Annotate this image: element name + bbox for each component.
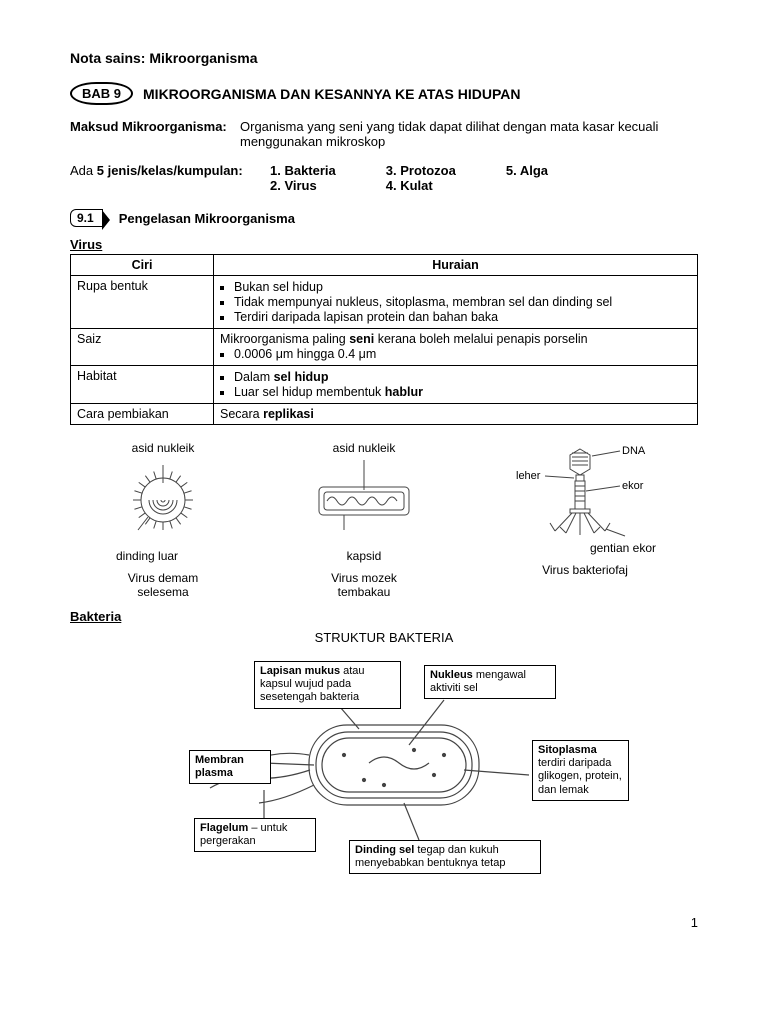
chapter-badge: BAB 9 (70, 82, 133, 105)
diagram-label: asid nukleik (108, 441, 218, 455)
diagram-caption: Virus bakteriofaj (510, 563, 660, 577)
diagram-label: gentian ekor (510, 541, 656, 555)
types-bold: 5 jenis/kelas/kumpulan: (97, 163, 243, 178)
definition-text: Organisma yang seni yang tidak dapat dil… (240, 119, 698, 149)
type-4: 4. Kulat (386, 178, 456, 193)
diagram-label: dinding luar (116, 549, 218, 563)
label-leher: leher (516, 470, 541, 482)
table-row: Habitat Dalam sel hidup Luar sel hidup m… (71, 366, 698, 404)
list-item: Luar sel hidup membentuk hablur (234, 385, 691, 399)
cell-ciri: Saiz (71, 329, 214, 366)
virus-bakteriofaj-icon: DNA leher ekor (510, 441, 660, 551)
diagram-virus-mozek: asid nukleik kapsid Virus mozek tembakau (294, 441, 434, 599)
label-nukleus: Nukleus mengawal aktiviti sel (424, 665, 556, 699)
page-number: 1 (70, 915, 698, 930)
diagram-label: asid nukleik (294, 441, 434, 455)
label-ekor: ekor (622, 480, 644, 492)
label-flagelum: Flagelum – untuk pergerakan (194, 818, 316, 852)
type-5: 5. Alga (506, 163, 548, 178)
table-header-ciri: Ciri (71, 255, 214, 276)
cell-ciri: Cara pembiakan (71, 404, 214, 425)
virus-mozek-icon (294, 455, 434, 545)
diagram-virus-bakteriofaj: DNA leher ekor gentian ekor Virus bakter… (510, 441, 660, 599)
virus-heading: Virus (70, 237, 698, 252)
bakteria-diagram: Lapisan mukus atau kapsul wujud pada ses… (134, 655, 634, 885)
table-row: Cara pembiakan Secara replikasi (71, 404, 698, 425)
cell-huraian: Dalam sel hidup Luar sel hidup membentuk… (214, 366, 698, 404)
type-3: 3. Protozoa (386, 163, 456, 178)
types-columns: 1. Bakteria 2. Virus 3. Protozoa 4. Kula… (270, 163, 548, 193)
list-item: 0.0006 μm hingga 0.4 μm (234, 347, 691, 361)
list-item: Dalam sel hidup (234, 370, 691, 384)
type-2: 2. Virus (270, 178, 336, 193)
types-label: Ada 5 jenis/kelas/kumpulan: (70, 163, 270, 193)
subsection-badge: 9.1 (70, 209, 103, 227)
text: Mikroorganisma paling (220, 332, 349, 346)
chapter-heading: BAB 9 MIKROORGANISMA DAN KESANNYA KE ATA… (70, 82, 698, 105)
type-1: 1. Bakteria (270, 163, 336, 178)
cell-ciri: Rupa bentuk (71, 276, 214, 329)
diagram-caption: Virus mozek tembakau (294, 571, 434, 599)
diagram-caption: Virus demam selesema (108, 571, 218, 599)
types-prefix: Ada (70, 163, 97, 178)
subsection-title: Pengelasan Mikroorganisma (119, 211, 295, 226)
label-sitoplasma: Sitoplasma terdiri daripada glikogen, pr… (532, 740, 629, 801)
text: kerana boleh melalui penapis porselin (374, 332, 587, 346)
chapter-title: MIKROORGANISMA DAN KESANNYA KE ATAS HIDU… (143, 86, 521, 102)
list-item: Tidak mempunyai nukleus, sitoplasma, mem… (234, 295, 691, 309)
diagram-virus-selesema: asid nukleik dinding luar Virus demam se… (108, 441, 218, 599)
page-title: Nota sains: Mikroorganisma (70, 50, 698, 66)
types-row: Ada 5 jenis/kelas/kumpulan: 1. Bakteria … (70, 163, 698, 193)
table-header-huraian: Huraian (214, 255, 698, 276)
virus-table: Ciri Huraian Rupa bentuk Bukan sel hidup… (70, 254, 698, 425)
cell-huraian: Bukan sel hidup Tidak mempunyai nukleus,… (214, 276, 698, 329)
label-lapisan-mukus: Lapisan mukus atau kapsul wujud pada ses… (254, 661, 401, 709)
definition-row: Maksud Mikroorganisma: Organisma yang se… (70, 119, 698, 149)
bakteria-heading: Bakteria (70, 609, 698, 624)
list-item: Bukan sel hidup (234, 280, 691, 294)
definition-label: Maksud Mikroorganisma: (70, 119, 240, 149)
label-membran: Membran plasma (189, 750, 271, 784)
subsection-num: 9.1 (77, 211, 94, 225)
virus-selesema-icon (108, 455, 218, 545)
list-item: Terdiri daripada lapisan protein dan bah… (234, 310, 691, 324)
table-row: Saiz Mikroorganisma paling seni kerana b… (71, 329, 698, 366)
table-row: Rupa bentuk Bukan sel hidup Tidak mempun… (71, 276, 698, 329)
virus-diagrams: asid nukleik dinding luar Virus demam se… (70, 441, 698, 599)
cell-huraian: Secara replikasi (214, 404, 698, 425)
diagram-label: kapsid (294, 549, 434, 563)
text-bold: seni (349, 332, 374, 346)
cell-huraian: Mikroorganisma paling seni kerana boleh … (214, 329, 698, 366)
subsection-heading: 9.1 Pengelasan Mikroorganisma (70, 209, 698, 227)
bakteria-structure-title: STRUKTUR BAKTERIA (70, 630, 698, 645)
cell-ciri: Habitat (71, 366, 214, 404)
label-dna: DNA (622, 445, 646, 457)
label-dinding-sel: Dinding sel tegap dan kukuh menyebabkan … (349, 840, 541, 874)
